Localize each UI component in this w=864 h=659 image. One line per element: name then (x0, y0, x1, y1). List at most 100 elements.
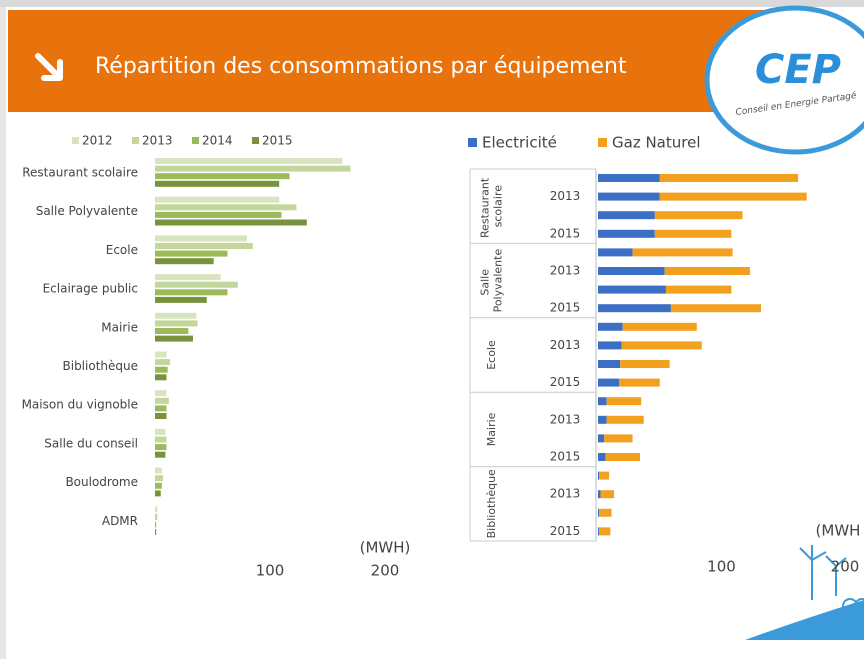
category-label: Salle Polyvalente (36, 204, 138, 218)
bar (155, 328, 188, 334)
bar (155, 514, 157, 520)
category-label: 2013 (550, 338, 581, 352)
legend-label: 2013 (142, 134, 173, 148)
legend-swatch (192, 137, 199, 144)
legend-swatch (72, 137, 79, 144)
category-label: Salle du conseil (44, 436, 138, 450)
category-label: ADMR (102, 514, 138, 528)
bar-segment (598, 286, 666, 294)
bar (155, 359, 170, 365)
bar-segment (598, 360, 620, 368)
bar-segment (598, 472, 599, 480)
bar-segment (599, 509, 611, 517)
bar-segment (655, 211, 743, 219)
bar (155, 197, 279, 203)
bar (155, 313, 196, 319)
x-tick-label: 100 (707, 558, 736, 576)
category-label: Boulodrome (65, 475, 138, 489)
category-label: 2013 (550, 487, 581, 501)
bar-segment (607, 416, 644, 424)
x-tick-label: 200 (371, 562, 400, 580)
bar (155, 336, 193, 342)
legend-swatch (252, 137, 259, 144)
bar (155, 367, 168, 373)
bar-segment (598, 379, 619, 387)
bar-segment (598, 490, 600, 498)
bar (155, 235, 247, 241)
bar-segment (598, 434, 604, 442)
bar-segment (600, 490, 614, 498)
bar-segment (598, 248, 633, 256)
legend-swatch (598, 138, 607, 147)
group-label: Bibliothèque (485, 469, 498, 538)
bar-segment (671, 304, 761, 312)
header-title: Répartition des consommations par équipe… (95, 54, 627, 79)
category-label: Eclairage public (43, 282, 138, 296)
bar-segment (598, 211, 655, 219)
group-label: Ecole (485, 340, 498, 370)
bar-segment (598, 341, 621, 349)
category-label: 2015 (550, 524, 581, 538)
bar-segment (619, 379, 660, 387)
bar-segment (598, 416, 607, 424)
legend-swatch (132, 137, 139, 144)
bar (155, 468, 162, 474)
x-axis-label: (MWH (816, 522, 861, 540)
bar (155, 220, 307, 226)
category-label: 2015 (550, 226, 581, 240)
bar-segment (598, 453, 605, 461)
bar (155, 282, 238, 288)
category-label: 2015 (550, 301, 581, 315)
bar-segment (620, 360, 669, 368)
bar (155, 243, 253, 249)
bar-segment (623, 323, 697, 331)
bar (155, 506, 157, 512)
bar (155, 251, 227, 257)
bar-segment (598, 174, 660, 182)
bar (155, 204, 296, 210)
bar (155, 483, 162, 489)
x-axis-label: (MWH) (360, 539, 411, 557)
category-label: 2015 (550, 450, 581, 464)
bar (155, 522, 156, 528)
bar (155, 475, 163, 481)
bar-segment (599, 527, 610, 535)
bar (155, 452, 165, 458)
legend-label: 2012 (82, 134, 113, 148)
legend-swatch (468, 138, 477, 147)
bar (155, 320, 198, 326)
top-margin (0, 0, 864, 7)
legend-label: 2014 (202, 134, 233, 148)
bar (155, 405, 167, 411)
category-label: Bibliothèque (63, 359, 139, 373)
page: Répartition des consommations par équipe… (0, 0, 864, 659)
bar-segment (599, 472, 609, 480)
bar (155, 437, 167, 443)
bar-segment (598, 304, 671, 312)
slide: Répartition des consommations par équipe… (0, 0, 864, 659)
bar (155, 166, 351, 172)
bar (155, 181, 279, 187)
category-label: Mairie (101, 320, 138, 334)
logo-text: CEP (755, 47, 841, 93)
bar (155, 390, 167, 396)
x-tick-label: 100 (256, 562, 285, 580)
bar-segment (605, 453, 640, 461)
legend-label: Gaz Naturel (612, 134, 701, 152)
bar-segment (660, 174, 798, 182)
category-label: Ecole (106, 243, 138, 257)
category-label: 2015 (550, 375, 581, 389)
bar (155, 352, 167, 358)
category-label: Restaurant scolaire (22, 166, 138, 180)
category-label: 2013 (550, 189, 581, 203)
category-label: Maison du vignoble (22, 398, 138, 412)
bar-segment (598, 397, 607, 405)
bar (155, 529, 156, 535)
bar-segment (598, 527, 599, 535)
bar (155, 274, 221, 280)
x-tick-label: 200 (831, 558, 860, 576)
bar-segment (621, 341, 701, 349)
bar-segment (655, 230, 732, 238)
bar (155, 413, 167, 419)
bar-segment (598, 193, 660, 201)
